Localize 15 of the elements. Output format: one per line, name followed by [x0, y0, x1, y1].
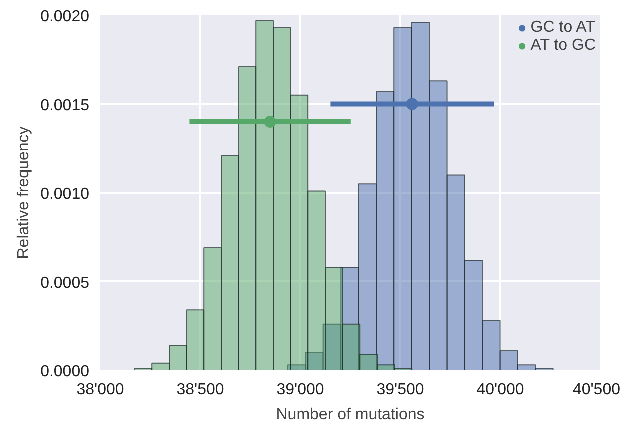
y-tick-label: 0.0005 [40, 274, 90, 292]
y-tick-label: 0.0000 [40, 364, 90, 380]
y-tick-label: 0.0020 [40, 8, 90, 26]
y-tick-label: 0.0010 [40, 186, 90, 203]
y-tick-label: 0.0015 [40, 97, 90, 114]
y-axis-title: Relative frequency [16, 126, 33, 260]
x-tick-label: 38'500 [176, 382, 224, 398]
x-tick-label: 40'000 [476, 382, 524, 398]
x-tick-label: 38'000 [76, 382, 124, 398]
x-tick-label: 40'500 [572, 382, 621, 398]
legend-label: AT to GC [530, 37, 596, 55]
legend-label: GC to AT [530, 19, 596, 37]
x-tick-label: 39'000 [276, 382, 324, 398]
x-axis-title: Number of mutations [276, 406, 425, 424]
x-tick-label: 39'500 [376, 382, 424, 398]
